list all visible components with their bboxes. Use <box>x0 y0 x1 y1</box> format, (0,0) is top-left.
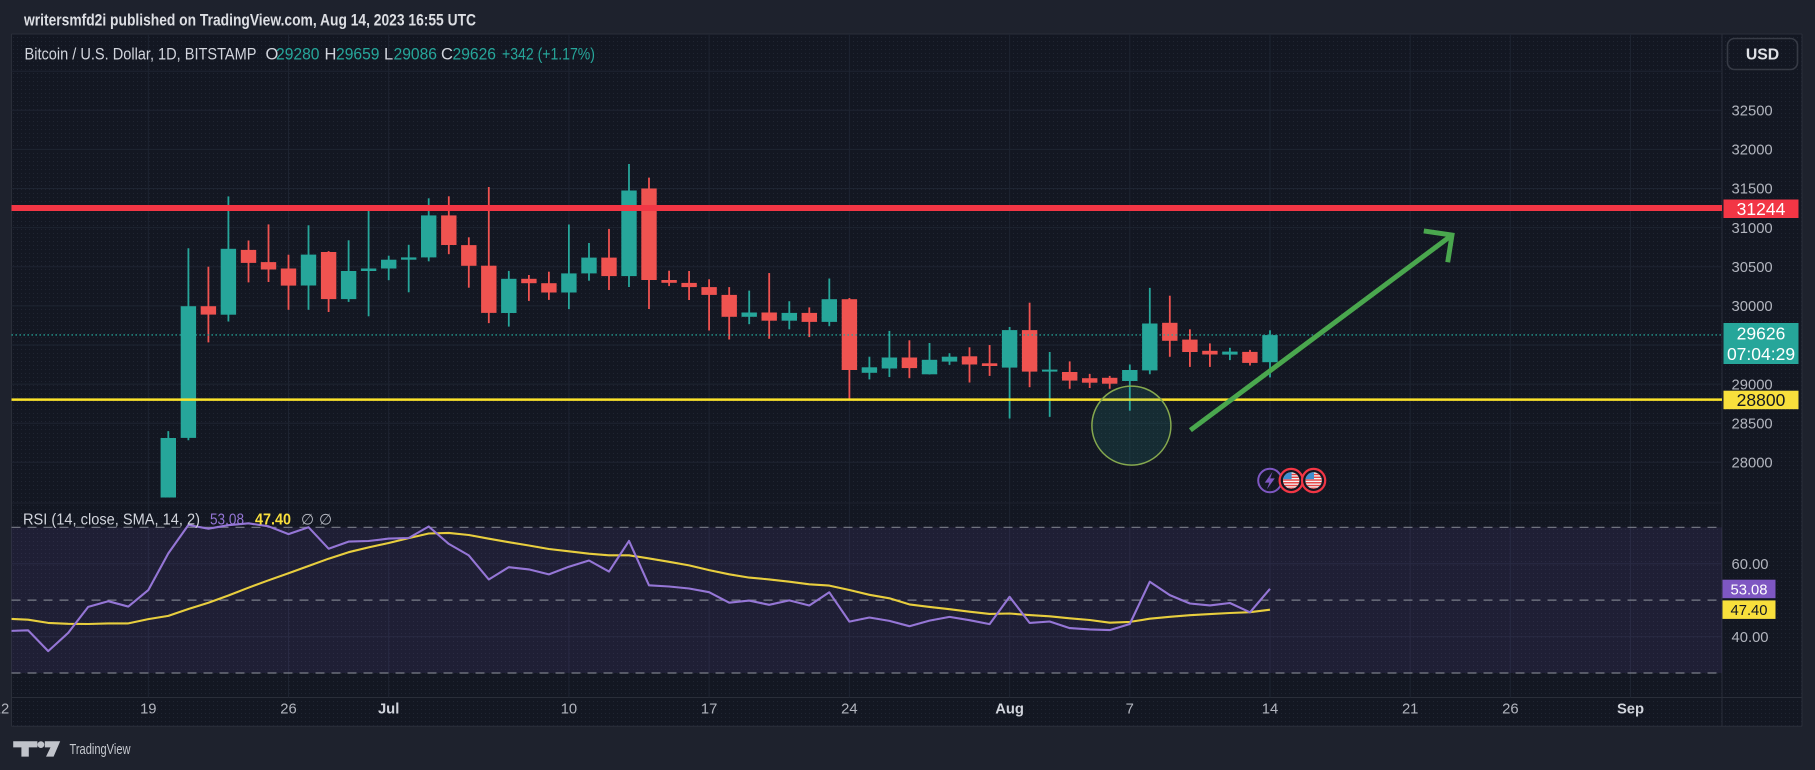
svg-text:C: C <box>441 46 453 64</box>
svg-text:21: 21 <box>1402 702 1418 718</box>
svg-text:28500: 28500 <box>1732 416 1773 432</box>
svg-text:31500: 31500 <box>1732 182 1773 198</box>
svg-text:14: 14 <box>1262 702 1278 718</box>
svg-text:26: 26 <box>280 702 296 718</box>
svg-text:L: L <box>384 46 393 64</box>
svg-text:+342 (+1.17%): +342 (+1.17%) <box>502 46 595 64</box>
svg-text:29659: 29659 <box>336 46 380 64</box>
svg-text:29626: 29626 <box>1737 324 1786 344</box>
svg-text:40.00: 40.00 <box>1732 630 1769 646</box>
svg-text:47.40: 47.40 <box>1730 603 1767 619</box>
svg-text:Aug: Aug <box>995 702 1024 718</box>
svg-text:53.08: 53.08 <box>1730 582 1767 598</box>
svg-text:31244: 31244 <box>1737 199 1786 219</box>
svg-text:10: 10 <box>561 702 577 718</box>
svg-text:∅: ∅ <box>319 512 332 529</box>
svg-text:07:04:29: 07:04:29 <box>1727 344 1795 364</box>
svg-text:19: 19 <box>140 702 156 718</box>
svg-text:47.40: 47.40 <box>255 512 291 529</box>
svg-text:29000: 29000 <box>1732 377 1773 393</box>
svg-text:∅: ∅ <box>301 512 314 529</box>
svg-text:30000: 30000 <box>1732 299 1773 315</box>
svg-text:USD: USD <box>1746 46 1779 63</box>
svg-text:60.00: 60.00 <box>1732 557 1769 573</box>
svg-text:28800: 28800 <box>1737 390 1786 410</box>
svg-text:31000: 31000 <box>1732 221 1773 237</box>
svg-text:30500: 30500 <box>1732 260 1773 276</box>
svg-text:H: H <box>325 46 337 64</box>
svg-text:O: O <box>266 46 279 64</box>
svg-text:Bitcoin / U.S. Dollar, 1D, BIT: Bitcoin / U.S. Dollar, 1D, BITSTAMP <box>25 46 257 64</box>
svg-text:32500: 32500 <box>1732 104 1773 120</box>
svg-text:Jul: Jul <box>378 702 399 718</box>
svg-text:TradingView: TradingView <box>70 741 131 758</box>
svg-text:29086: 29086 <box>394 46 438 64</box>
svg-text:29626: 29626 <box>453 46 497 64</box>
svg-text:53.08: 53.08 <box>210 512 244 529</box>
svg-text:7: 7 <box>1126 702 1134 718</box>
svg-text:12: 12 <box>0 702 9 718</box>
svg-text:32000: 32000 <box>1732 143 1773 159</box>
svg-text:24: 24 <box>841 702 857 718</box>
svg-text:29280: 29280 <box>276 46 320 64</box>
svg-text:Sep: Sep <box>1617 702 1644 718</box>
svg-text:17: 17 <box>701 702 717 718</box>
svg-text:28000: 28000 <box>1732 455 1773 471</box>
svg-text:RSI (14, close, SMA, 14, 2): RSI (14, close, SMA, 14, 2) <box>23 512 200 529</box>
svg-text:26: 26 <box>1502 702 1518 718</box>
svg-text:writersmfd2i published on Trad: writersmfd2i published on TradingView.co… <box>23 12 476 30</box>
